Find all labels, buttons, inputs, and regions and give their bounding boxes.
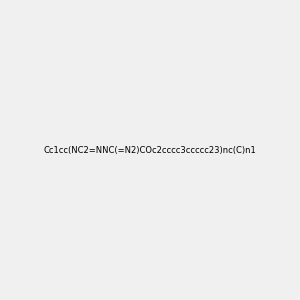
Text: Cc1cc(NC2=NNC(=N2)COc2cccc3ccccc23)nc(C)n1: Cc1cc(NC2=NNC(=N2)COc2cccc3ccccc23)nc(C)… bbox=[44, 146, 256, 154]
